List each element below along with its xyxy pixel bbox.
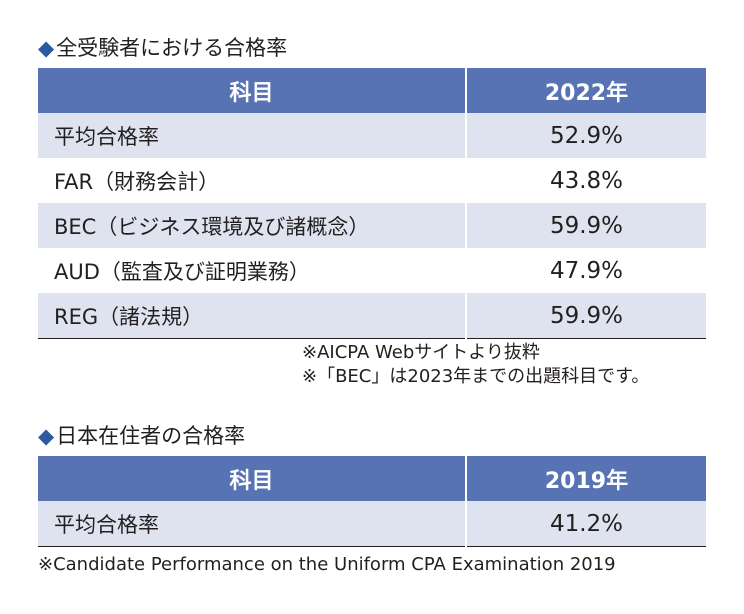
- year-column-header: 2019年: [466, 456, 706, 501]
- subject-column-header: 科目: [38, 456, 467, 501]
- subject-cell: AUD（監査及び証明業務）: [38, 248, 467, 293]
- subject-cell: FAR（財務会計）: [38, 158, 467, 203]
- subject-cell: 平均合格率: [38, 501, 467, 547]
- section2-title-text: 日本在住者の合格率: [56, 424, 246, 448]
- table-row: FAR（財務会計） 43.8%: [38, 158, 706, 203]
- table-row: AUD（監査及び証明業務） 47.9%: [38, 248, 706, 293]
- subject-cell: REG（諸法規）: [38, 293, 467, 339]
- section2-title: ◆日本在住者の合格率: [38, 422, 245, 450]
- diamond-bullet-icon: ◆: [38, 36, 55, 60]
- rate-cell: 43.8%: [466, 158, 706, 203]
- all-candidates-pass-rate-table: 科目 2022年 平均合格率 52.9% FAR（財務会計） 43.8% BEC…: [38, 68, 706, 339]
- rate-cell: 59.9%: [466, 203, 706, 248]
- subject-cell: BEC（ビジネス環境及び諸概念）: [38, 203, 467, 248]
- diamond-bullet-icon: ◆: [38, 424, 55, 448]
- table-header-row: 科目 2019年: [38, 456, 706, 501]
- table-row: REG（諸法規） 59.9%: [38, 293, 706, 339]
- table-row: 平均合格率 52.9%: [38, 113, 706, 158]
- subject-column-header: 科目: [38, 68, 467, 113]
- rate-cell: 41.2%: [466, 501, 706, 547]
- table-row: 平均合格率 41.2%: [38, 501, 706, 547]
- section1-title-text: 全受験者における合格率: [56, 36, 288, 60]
- year-column-header: 2022年: [466, 68, 706, 113]
- rate-cell: 52.9%: [466, 113, 706, 158]
- japan-residents-pass-rate-table: 科目 2019年 平均合格率 41.2%: [38, 456, 706, 547]
- table-row: BEC（ビジネス環境及び諸概念） 59.9%: [38, 203, 706, 248]
- subject-cell: 平均合格率: [38, 113, 467, 158]
- section1-title: ◆全受験者における合格率: [38, 34, 287, 62]
- rate-cell: 59.9%: [466, 293, 706, 339]
- rate-cell: 47.9%: [466, 248, 706, 293]
- table-header-row: 科目 2022年: [38, 68, 706, 113]
- bec-note: ※「BEC」は2023年までの出題科目です。: [302, 366, 650, 387]
- source-note: ※Candidate Performance on the Uniform CP…: [38, 554, 616, 575]
- source-note: ※AICPA Webサイトより抜粋: [302, 342, 540, 363]
